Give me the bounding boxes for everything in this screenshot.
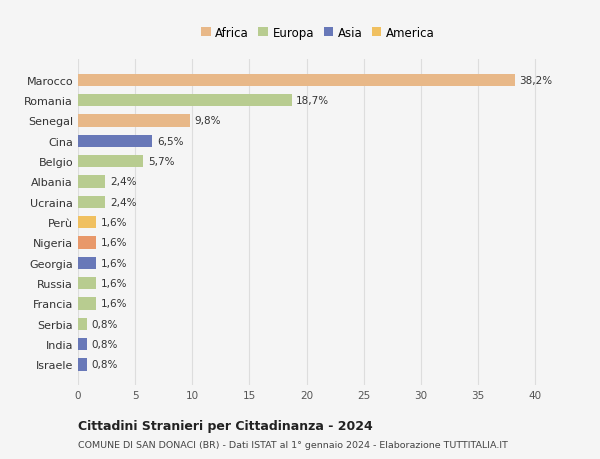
Bar: [78, 74, 515, 87]
Bar: [78, 277, 96, 290]
Text: 38,2%: 38,2%: [519, 76, 552, 85]
Text: 0,8%: 0,8%: [92, 339, 118, 349]
Bar: [78, 156, 143, 168]
Text: 1,6%: 1,6%: [101, 279, 127, 288]
Text: 1,6%: 1,6%: [101, 218, 127, 228]
Bar: [78, 237, 96, 249]
Text: 0,8%: 0,8%: [92, 360, 118, 369]
Text: 1,6%: 1,6%: [101, 238, 127, 248]
Bar: [78, 176, 106, 188]
Text: 2,4%: 2,4%: [110, 177, 137, 187]
Bar: [78, 298, 96, 310]
Bar: [78, 318, 87, 330]
Text: 18,7%: 18,7%: [296, 96, 329, 106]
Bar: [78, 135, 152, 147]
Text: Cittadini Stranieri per Cittadinanza - 2024: Cittadini Stranieri per Cittadinanza - 2…: [78, 419, 373, 432]
Bar: [78, 196, 106, 208]
Bar: [78, 257, 96, 269]
Bar: [78, 358, 87, 371]
Bar: [78, 95, 292, 107]
Bar: [78, 115, 190, 127]
Text: 0,8%: 0,8%: [92, 319, 118, 329]
Text: COMUNE DI SAN DONACI (BR) - Dati ISTAT al 1° gennaio 2024 - Elaborazione TUTTITA: COMUNE DI SAN DONACI (BR) - Dati ISTAT a…: [78, 441, 508, 449]
Legend: Africa, Europa, Asia, America: Africa, Europa, Asia, America: [201, 27, 435, 39]
Bar: [78, 338, 87, 351]
Text: 6,5%: 6,5%: [157, 136, 184, 146]
Text: 1,6%: 1,6%: [101, 258, 127, 268]
Text: 5,7%: 5,7%: [148, 157, 174, 167]
Bar: [78, 217, 96, 229]
Text: 9,8%: 9,8%: [194, 116, 221, 126]
Text: 1,6%: 1,6%: [101, 299, 127, 309]
Text: 2,4%: 2,4%: [110, 197, 137, 207]
